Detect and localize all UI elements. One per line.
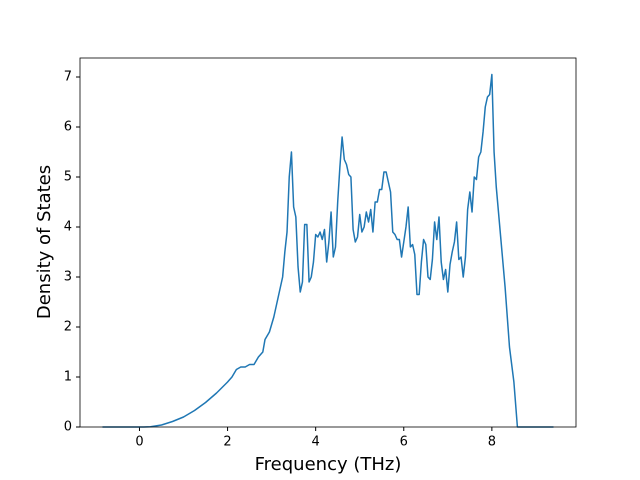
- y-tick-label: 3: [64, 270, 72, 285]
- y-tick-label: 6: [64, 120, 72, 135]
- y-tick-label: 0: [64, 420, 72, 435]
- y-tick-label: 7: [64, 70, 72, 85]
- x-tick-label: 6: [400, 435, 408, 450]
- plot-frame: [79, 57, 577, 428]
- x-tick-label: 4: [312, 435, 320, 450]
- x-tick-label: 8: [488, 435, 496, 450]
- y-tick-label: 5: [64, 170, 72, 185]
- y-tick-label: 2: [64, 320, 72, 335]
- y-tick-label: 4: [64, 220, 72, 235]
- y-tick-label: 1: [64, 370, 72, 385]
- x-tick-label: 0: [135, 435, 143, 450]
- x-axis-label: Frequency (THz): [255, 454, 402, 475]
- x-tick-label: 2: [223, 435, 231, 450]
- dos-line: [102, 73, 554, 428]
- y-axis-label: Density of States: [34, 165, 55, 319]
